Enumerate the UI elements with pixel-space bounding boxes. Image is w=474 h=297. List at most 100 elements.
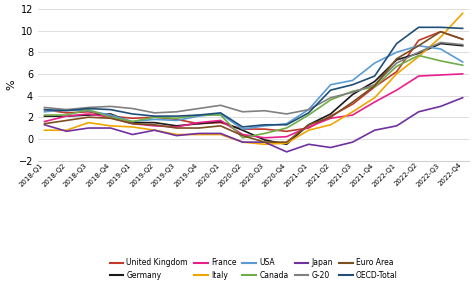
United Kingdom xyxy=(42,108,47,111)
Germany xyxy=(438,42,444,45)
USA xyxy=(372,61,377,65)
Euro Area xyxy=(86,116,91,119)
Japan xyxy=(394,124,400,128)
Germany xyxy=(240,128,246,132)
United Kingdom xyxy=(196,122,201,126)
Germany xyxy=(262,138,267,142)
Canada xyxy=(306,113,311,117)
France xyxy=(416,74,421,78)
Germany xyxy=(86,113,91,117)
Canada xyxy=(394,64,400,68)
Italy xyxy=(240,140,246,144)
United Kingdom xyxy=(262,127,267,131)
OECD-Total xyxy=(173,114,179,118)
United Kingdom xyxy=(328,114,333,118)
Euro Area xyxy=(394,57,400,61)
Japan xyxy=(173,134,179,138)
Euro Area xyxy=(328,116,333,119)
Japan xyxy=(130,133,136,136)
France xyxy=(328,116,333,120)
Germany xyxy=(416,51,421,55)
France xyxy=(284,135,290,138)
Japan xyxy=(372,128,377,132)
France xyxy=(196,121,201,124)
Italy xyxy=(438,35,444,39)
G-20 xyxy=(196,107,201,110)
Germany xyxy=(306,123,311,127)
Euro Area xyxy=(350,100,356,104)
Japan xyxy=(152,128,157,132)
Italy xyxy=(350,110,356,113)
Germany xyxy=(64,114,69,118)
G-20 xyxy=(64,108,69,111)
Germany xyxy=(196,122,201,126)
USA xyxy=(460,60,465,64)
G-20 xyxy=(306,108,311,111)
France xyxy=(240,133,246,136)
Euro Area xyxy=(284,140,290,144)
Canada xyxy=(108,116,113,119)
G-20 xyxy=(394,61,400,65)
Japan xyxy=(86,126,91,130)
OECD-Total xyxy=(218,111,223,115)
Euro Area xyxy=(64,119,69,122)
Canada xyxy=(438,59,444,63)
United Kingdom xyxy=(460,37,465,41)
OECD-Total xyxy=(284,123,290,127)
France xyxy=(173,125,179,129)
OECD-Total xyxy=(306,111,311,115)
Euro Area xyxy=(130,122,136,126)
Italy xyxy=(394,72,400,76)
United Kingdom xyxy=(240,127,246,131)
Y-axis label: %: % xyxy=(6,79,16,90)
Euro Area xyxy=(306,123,311,127)
USA xyxy=(64,108,69,111)
Canada xyxy=(130,120,136,123)
Line: Canada: Canada xyxy=(45,56,463,138)
USA xyxy=(130,120,136,123)
USA xyxy=(152,118,157,121)
G-20 xyxy=(42,106,47,109)
Canada xyxy=(86,108,91,111)
G-20 xyxy=(218,104,223,107)
Line: Italy: Italy xyxy=(45,13,463,144)
Euro Area xyxy=(152,123,157,127)
Italy xyxy=(86,121,91,124)
Germany xyxy=(394,58,400,61)
OECD-Total xyxy=(328,88,333,92)
OECD-Total xyxy=(416,26,421,29)
OECD-Total xyxy=(152,114,157,118)
G-20 xyxy=(262,109,267,113)
G-20 xyxy=(86,106,91,109)
Italy xyxy=(460,12,465,15)
Germany xyxy=(152,121,157,124)
Euro Area xyxy=(372,84,377,88)
USA xyxy=(86,109,91,113)
Canada xyxy=(416,54,421,57)
Japan xyxy=(350,140,356,144)
Germany xyxy=(218,120,223,123)
Italy xyxy=(416,55,421,58)
OECD-Total xyxy=(130,112,136,116)
G-20 xyxy=(438,41,444,44)
Euro Area xyxy=(240,134,246,138)
USA xyxy=(394,50,400,54)
United Kingdom xyxy=(218,121,223,124)
United Kingdom xyxy=(306,126,311,130)
Euro Area xyxy=(460,37,465,41)
Germany xyxy=(173,124,179,128)
USA xyxy=(306,108,311,111)
Japan xyxy=(438,105,444,108)
France xyxy=(306,125,311,129)
Japan xyxy=(108,126,113,130)
Germany xyxy=(108,112,113,116)
OECD-Total xyxy=(372,74,377,78)
USA xyxy=(328,83,333,86)
Canada xyxy=(240,136,246,140)
France xyxy=(350,113,356,117)
United Kingdom xyxy=(108,114,113,118)
Canada xyxy=(262,132,267,135)
G-20 xyxy=(152,111,157,115)
Italy xyxy=(284,141,290,145)
OECD-Total xyxy=(394,42,400,45)
